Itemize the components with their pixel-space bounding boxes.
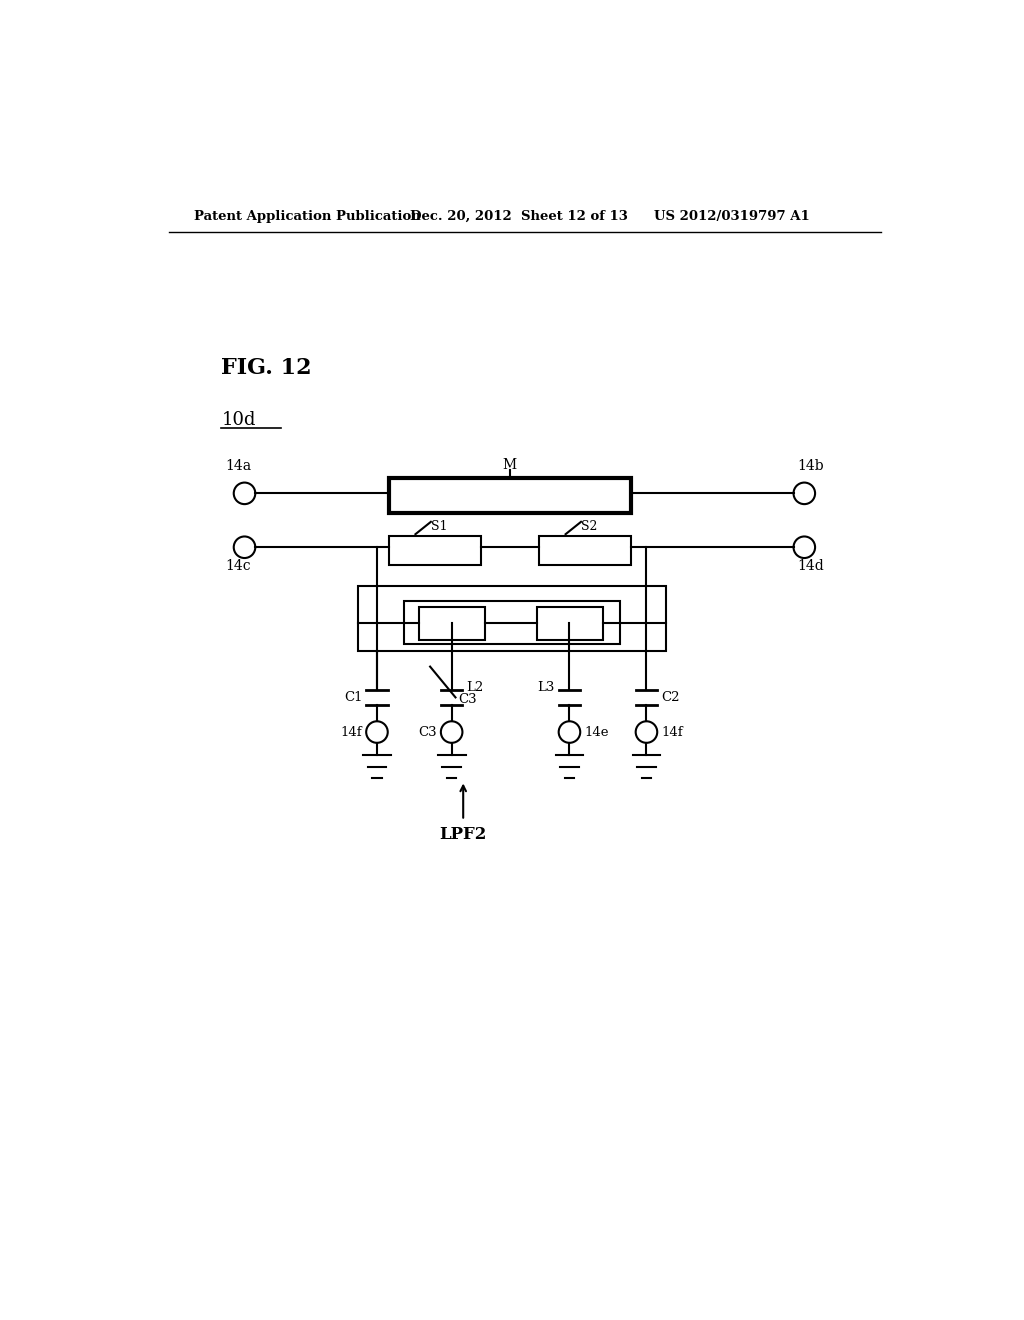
- Text: 14d: 14d: [797, 560, 824, 573]
- Text: 14a: 14a: [225, 459, 252, 474]
- Text: 10d: 10d: [221, 412, 256, 429]
- Text: FIG. 12: FIG. 12: [221, 356, 312, 379]
- Text: 14b: 14b: [797, 459, 823, 474]
- Text: US 2012/0319797 A1: US 2012/0319797 A1: [654, 210, 810, 223]
- Bar: [539, 536, 631, 565]
- Text: 14e: 14e: [584, 726, 608, 739]
- Text: 14c: 14c: [225, 560, 251, 573]
- Text: 14f: 14f: [662, 726, 683, 739]
- Text: Dec. 20, 2012  Sheet 12 of 13: Dec. 20, 2012 Sheet 12 of 13: [410, 210, 628, 223]
- Bar: [388, 478, 631, 512]
- Bar: [419, 607, 484, 640]
- Bar: [403, 601, 620, 644]
- Bar: [388, 536, 481, 565]
- Text: S1: S1: [431, 520, 447, 533]
- Text: C3: C3: [419, 726, 437, 739]
- Bar: [357, 586, 666, 651]
- Text: M: M: [503, 458, 517, 471]
- Text: C1: C1: [344, 690, 362, 704]
- Text: L2: L2: [466, 681, 483, 693]
- Text: L3: L3: [538, 681, 555, 693]
- Bar: [538, 607, 602, 640]
- Text: 14f: 14f: [341, 726, 362, 739]
- Text: C2: C2: [662, 690, 680, 704]
- Text: LPF2: LPF2: [439, 826, 486, 843]
- Text: Patent Application Publication: Patent Application Publication: [194, 210, 421, 223]
- Text: C3: C3: [458, 693, 476, 706]
- Text: S2: S2: [581, 520, 597, 533]
